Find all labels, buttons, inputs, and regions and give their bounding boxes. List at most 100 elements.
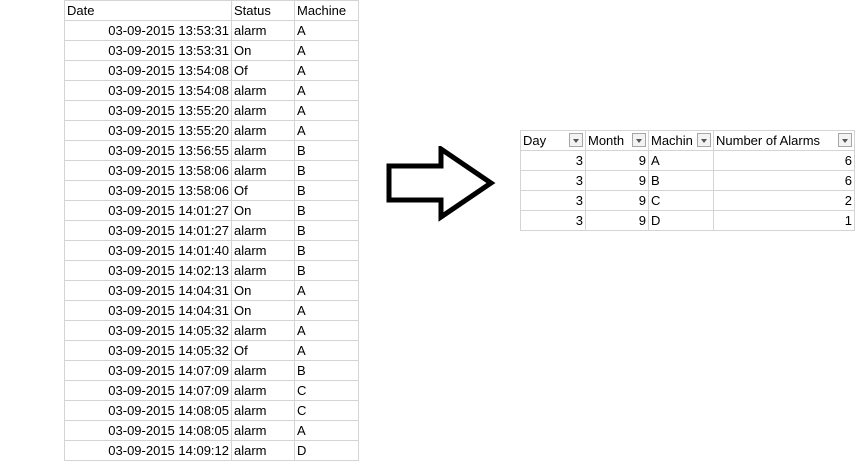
machine-cell[interactable]: B [294,180,359,201]
machine-cell[interactable]: B [294,360,359,381]
status-cell[interactable]: Of [231,60,295,81]
machine-cell[interactable]: A [294,120,359,141]
date-cell[interactable]: 03-09-2015 14:05:32 [64,340,232,361]
month-cell[interactable]: 9 [585,150,649,171]
machine-cell[interactable]: B [294,140,359,161]
date-cell[interactable]: 03-09-2015 13:55:20 [64,120,232,141]
alarm-count-cell[interactable]: 2 [713,190,855,211]
filter-dropdown-icon[interactable] [632,133,646,147]
date-cell[interactable]: 03-09-2015 14:08:05 [64,420,232,441]
filter-dropdown-icon[interactable] [569,133,583,147]
machine-cell-text: A [297,343,306,358]
status-cell[interactable]: On [231,200,295,221]
machine-cell[interactable]: A [294,60,359,81]
status-cell[interactable]: alarm [231,320,295,341]
machine-cell[interactable]: A [294,300,359,321]
date-cell[interactable]: 03-09-2015 14:04:31 [64,280,232,301]
date-cell[interactable]: 03-09-2015 14:07:09 [64,360,232,381]
date-cell[interactable]: 03-09-2015 14:02:13 [64,260,232,281]
alarm-count-cell-text: 2 [844,193,852,208]
machine-cell-text: A [297,303,306,318]
date-cell[interactable]: 03-09-2015 14:05:32 [64,320,232,341]
date-cell[interactable]: 03-09-2015 14:01:27 [64,220,232,241]
status-cell[interactable]: alarm [231,260,295,281]
status-cell[interactable]: alarm [231,120,295,141]
filter-dropdown-icon[interactable] [697,133,711,147]
date-cell[interactable]: 03-09-2015 14:09:12 [64,440,232,461]
machine-cell-text: B [297,363,306,378]
date-cell-text: 03-09-2015 13:53:31 [108,23,229,38]
alarm-count-cell[interactable]: 6 [713,150,855,171]
column-header[interactable]: Number of Alarms [713,130,855,151]
date-cell-text: 03-09-2015 14:08:05 [108,403,229,418]
machine-cell[interactable]: A [294,20,359,41]
machine-cell[interactable]: A [648,150,714,171]
day-cell[interactable]: 3 [520,170,586,191]
machine-cell[interactable]: B [294,160,359,181]
status-cell-text: alarm [234,143,267,158]
status-cell[interactable]: alarm [231,80,295,101]
status-cell[interactable]: On [231,300,295,321]
column-header[interactable]: Status [231,0,295,21]
status-cell[interactable]: On [231,280,295,301]
machine-cell[interactable]: B [294,200,359,221]
date-cell[interactable]: 03-09-2015 13:54:08 [64,80,232,101]
status-cell[interactable]: alarm [231,220,295,241]
machine-cell[interactable]: B [294,220,359,241]
status-cell[interactable]: alarm [231,240,295,261]
machine-cell[interactable]: C [648,190,714,211]
machine-cell[interactable]: A [294,280,359,301]
date-cell[interactable]: 03-09-2015 13:54:08 [64,60,232,81]
status-cell[interactable]: On [231,40,295,61]
day-cell[interactable]: 3 [520,190,586,211]
date-cell[interactable]: 03-09-2015 14:01:40 [64,240,232,261]
status-cell[interactable]: Of [231,340,295,361]
date-cell[interactable]: 03-09-2015 14:07:09 [64,380,232,401]
machine-cell[interactable]: A [294,320,359,341]
machine-cell[interactable]: A [294,340,359,361]
machine-cell[interactable]: B [294,260,359,281]
date-cell[interactable]: 03-09-2015 14:04:31 [64,300,232,321]
date-cell[interactable]: 03-09-2015 13:58:06 [64,160,232,181]
date-cell[interactable]: 03-09-2015 13:58:06 [64,180,232,201]
column-header[interactable]: Machin [648,130,714,151]
machine-cell[interactable]: C [294,400,359,421]
date-cell[interactable]: 03-09-2015 14:08:05 [64,400,232,421]
machine-cell[interactable]: B [648,170,714,191]
date-cell[interactable]: 03-09-2015 14:01:27 [64,200,232,221]
month-cell[interactable]: 9 [585,210,649,231]
day-cell[interactable]: 3 [520,210,586,231]
column-header[interactable]: Machine [294,0,359,21]
machine-cell[interactable]: A [294,100,359,121]
status-cell[interactable]: alarm [231,160,295,181]
month-cell[interactable]: 9 [585,190,649,211]
machine-cell[interactable]: A [294,420,359,441]
alarm-count-cell[interactable]: 6 [713,170,855,191]
machine-cell[interactable]: D [294,440,359,461]
alarm-count-cell[interactable]: 1 [713,210,855,231]
date-cell[interactable]: 03-09-2015 13:53:31 [64,40,232,61]
date-cell[interactable]: 03-09-2015 13:53:31 [64,20,232,41]
machine-cell[interactable]: D [648,210,714,231]
status-cell[interactable]: Of [231,180,295,201]
date-cell[interactable]: 03-09-2015 13:56:55 [64,140,232,161]
status-cell[interactable]: alarm [231,400,295,421]
date-cell[interactable]: 03-09-2015 13:55:20 [64,100,232,121]
machine-cell[interactable]: C [294,380,359,401]
status-cell[interactable]: alarm [231,360,295,381]
machine-cell[interactable]: A [294,80,359,101]
column-header[interactable]: Month [585,130,649,151]
status-cell[interactable]: alarm [231,140,295,161]
filter-dropdown-icon[interactable] [838,133,852,147]
status-cell[interactable]: alarm [231,440,295,461]
day-cell[interactable]: 3 [520,150,586,171]
column-header[interactable]: Date [64,0,232,21]
month-cell[interactable]: 9 [585,170,649,191]
column-header[interactable]: Day [520,130,586,151]
machine-cell[interactable]: A [294,40,359,61]
machine-cell[interactable]: B [294,240,359,261]
status-cell[interactable]: alarm [231,100,295,121]
status-cell[interactable]: alarm [231,20,295,41]
status-cell[interactable]: alarm [231,420,295,441]
status-cell[interactable]: alarm [231,380,295,401]
